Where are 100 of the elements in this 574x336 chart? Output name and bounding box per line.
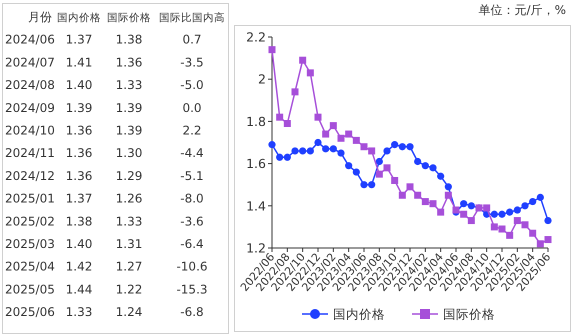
point bbox=[522, 221, 528, 228]
point bbox=[292, 88, 298, 96]
point bbox=[544, 216, 552, 224]
point bbox=[437, 172, 444, 180]
point bbox=[360, 181, 368, 188]
category-label: 2025/05 bbox=[5, 282, 55, 296]
legend-label: 国际价格 bbox=[443, 306, 495, 322]
point bbox=[376, 158, 383, 166]
point bbox=[490, 223, 498, 230]
y-tick-label: 1.2 bbox=[246, 240, 266, 256]
point bbox=[338, 134, 344, 142]
y-tick-label: 1.6 bbox=[246, 156, 266, 172]
point bbox=[391, 176, 398, 184]
data-label: 0.0 bbox=[182, 100, 202, 115]
point bbox=[414, 158, 422, 166]
point bbox=[437, 208, 444, 216]
point bbox=[384, 164, 390, 172]
point bbox=[398, 192, 406, 199]
data-label: 1.44 bbox=[66, 282, 92, 296]
text: 国际价格 bbox=[107, 12, 151, 24]
point bbox=[268, 141, 276, 148]
data-label: -8.0 bbox=[180, 192, 204, 206]
point bbox=[299, 56, 306, 64]
point bbox=[429, 164, 437, 172]
data-label: 1.39 bbox=[116, 124, 142, 138]
point bbox=[368, 181, 376, 188]
data-label: 1.33 bbox=[66, 305, 92, 320]
data-label: 1.27 bbox=[116, 260, 142, 274]
category-label: 2025/01 bbox=[5, 192, 55, 206]
data-label: 0.7 bbox=[182, 32, 202, 47]
data-label: 1.24 bbox=[116, 305, 142, 320]
point bbox=[291, 147, 299, 155]
data-label: 1.39 bbox=[116, 100, 142, 115]
point bbox=[391, 141, 398, 148]
point bbox=[352, 136, 360, 144]
y-tick-label: 2.2 bbox=[246, 30, 266, 44]
point bbox=[360, 143, 368, 150]
point bbox=[414, 192, 422, 199]
point bbox=[284, 120, 291, 128]
point bbox=[406, 143, 414, 150]
point bbox=[314, 138, 322, 146]
data-label: 1.29 bbox=[116, 168, 142, 183]
point bbox=[506, 208, 514, 216]
point bbox=[460, 210, 468, 218]
point bbox=[322, 130, 330, 138]
data-label: 1.40 bbox=[66, 237, 92, 251]
data-label: 1.22 bbox=[116, 282, 142, 296]
point bbox=[498, 226, 506, 233]
data-label: 1.36 bbox=[66, 168, 92, 183]
point bbox=[284, 154, 291, 161]
point bbox=[398, 143, 406, 150]
data-label: 1.33 bbox=[116, 78, 142, 92]
category-label: 2024/07 bbox=[5, 55, 55, 70]
data-label: -4.4 bbox=[180, 146, 204, 160]
point bbox=[506, 232, 514, 239]
category-label: 2024/10 bbox=[5, 124, 55, 138]
point bbox=[444, 183, 452, 190]
data-label: 1.38 bbox=[66, 214, 92, 228]
data-label: -6.4 bbox=[180, 237, 204, 251]
text: 国际比国内高 bbox=[159, 11, 225, 24]
data-label: -3.5 bbox=[180, 55, 204, 70]
point bbox=[330, 145, 337, 152]
point bbox=[536, 194, 544, 201]
data-label: -5.1 bbox=[180, 168, 204, 183]
data-label: 1.36 bbox=[66, 124, 92, 138]
point bbox=[345, 130, 352, 138]
data-label: 1.38 bbox=[116, 32, 142, 47]
data-label: 1.39 bbox=[66, 100, 92, 115]
point bbox=[498, 210, 506, 218]
point bbox=[322, 145, 330, 152]
point bbox=[483, 204, 490, 212]
data-label: 2.2 bbox=[182, 124, 202, 138]
point bbox=[314, 114, 322, 121]
point bbox=[337, 149, 345, 157]
data-label: 1.31 bbox=[116, 237, 142, 251]
data-label: -10.6 bbox=[176, 260, 208, 274]
data-label: 1.41 bbox=[66, 55, 92, 70]
category-label: 2025/03 bbox=[5, 237, 55, 251]
point bbox=[330, 122, 337, 130]
point bbox=[422, 198, 429, 206]
point bbox=[430, 200, 436, 208]
point bbox=[306, 69, 314, 76]
point bbox=[529, 230, 536, 237]
point bbox=[383, 147, 391, 155]
data-label: 1.33 bbox=[116, 214, 142, 228]
point bbox=[490, 210, 498, 218]
point bbox=[521, 202, 529, 210]
data-label: 1.26 bbox=[116, 192, 142, 206]
text: 国内价格 bbox=[57, 11, 101, 24]
category-label: 2025/06 bbox=[5, 305, 55, 320]
point bbox=[460, 200, 468, 208]
point bbox=[306, 147, 314, 155]
point bbox=[444, 192, 452, 199]
data-label: -6.8 bbox=[180, 305, 204, 320]
data-label: 1.30 bbox=[116, 146, 142, 160]
text: 单位：元/斤，% bbox=[478, 3, 566, 17]
category-label: 2024/08 bbox=[5, 78, 55, 92]
point bbox=[299, 147, 306, 155]
y-tick-label: 1.4 bbox=[246, 198, 266, 214]
point bbox=[514, 217, 521, 224]
